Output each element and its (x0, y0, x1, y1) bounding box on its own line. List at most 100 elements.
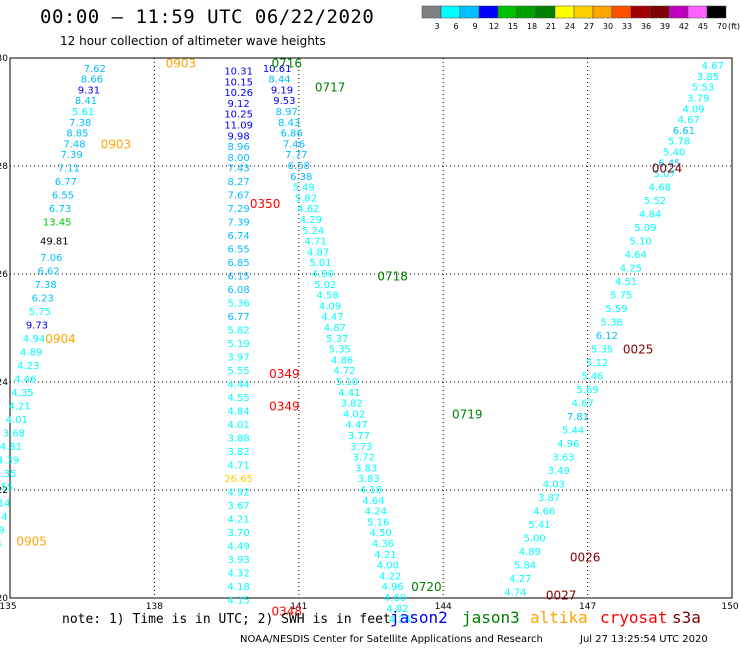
wave-height-value: 5.75 (610, 291, 632, 302)
wave-height-value: 3.14 (0, 499, 11, 510)
wave-height-value: 5.52 (644, 196, 666, 207)
pass-time-label: 0349 (269, 399, 300, 413)
x-tick-label: 135 (0, 602, 17, 612)
wave-height-value: 3.73 (350, 442, 372, 453)
wave-height-value: 4.84 (639, 210, 661, 221)
wave-height-value: 4.49 (228, 542, 250, 553)
wave-height-value: 6.73 (49, 204, 71, 215)
wave-height-value: 4.35 (0, 469, 16, 480)
wave-height-value: 4.89 (20, 347, 42, 358)
wave-height-value: 8.96 (228, 142, 250, 153)
wave-height-value: 6.38 (290, 172, 312, 183)
wave-height-value: 4.29 (300, 215, 322, 226)
pass-time-label: 0717 (315, 81, 346, 95)
colorbar-swatch (573, 5, 594, 19)
wave-height-value: 10.31 (224, 67, 253, 78)
wave-height-value: 8.41 (75, 96, 97, 107)
wave-height-value: 7.62 (84, 64, 106, 75)
colorbar-swatch (592, 5, 613, 19)
wave-height-value: 5.61 (72, 107, 94, 118)
y-tick-label: 22 (0, 486, 8, 496)
pass-time-label: 0718 (377, 270, 408, 284)
wave-height-value: 5.44 (562, 426, 584, 437)
wave-height-value: 3.77 (348, 431, 370, 442)
wave-height-value: 10.15 (224, 77, 253, 88)
wave-height-value: 6.77 (228, 312, 250, 323)
wave-height-value: 7.39 (228, 218, 250, 229)
wave-height-value: 4.25 (620, 264, 642, 275)
colorbar-swatch (668, 5, 689, 19)
colorbar-tick-label: 33 (622, 22, 632, 31)
wave-height-value: 3.67 (228, 501, 250, 512)
wave-height-value: 3.72 (353, 453, 375, 464)
wave-height-value: 5.46 (581, 372, 603, 383)
legend-jason3: jason3 (462, 608, 520, 627)
colorbar-swatch (478, 5, 499, 19)
colorbar-tick-label: 42 (679, 22, 689, 31)
wave-height-value: 4.47 (345, 420, 367, 431)
wave-height-value: 5.82 (228, 326, 250, 337)
x-tick-label: 147 (579, 602, 596, 612)
wave-height-value: 5.24 (302, 226, 324, 237)
colorbar-swatch (440, 5, 461, 19)
wave-height-value: 4.74 (504, 588, 526, 599)
wave-height-value: 4.32 (228, 569, 250, 580)
wave-height-value: 9.12 (228, 99, 250, 110)
colorbar-swatch (497, 5, 518, 19)
wave-height-value: 10.25 (224, 110, 253, 121)
wave-height-value: 4.44 (228, 380, 250, 391)
wave-height-value: 5.00 (524, 534, 546, 545)
wave-height-value: 4.35 (11, 388, 33, 399)
colorbar-swatch (554, 5, 575, 19)
wave-height-value: 9.98 (228, 131, 250, 142)
colorbar-swatch (687, 5, 708, 19)
pass-time-label: 0025 (623, 343, 654, 357)
wave-height-value: 4.47 (321, 312, 343, 323)
x-tick-label: 141 (290, 602, 307, 612)
wave-height-value: 5.41 (528, 520, 550, 531)
wave-height-value: 6.77 (55, 177, 77, 188)
wave-height-value: 4.81 (0, 442, 22, 453)
wave-height-value: 4.72 (333, 366, 355, 377)
wave-height-value: 4.18 (360, 485, 382, 496)
wave-height-value: 3.93 (228, 555, 250, 566)
wave-height-value: 6.74 (228, 231, 250, 242)
wave-height-value: 5.78 (668, 137, 690, 148)
wave-height-value: 5.35 (329, 345, 351, 356)
wave-height-value: 7.43 (228, 164, 250, 175)
wave-height-value: 3.70 (228, 528, 250, 539)
wave-height-value: 8.97 (276, 107, 298, 118)
legend-cryosat: cryosat (600, 608, 668, 627)
wave-height-value: 7.48 (63, 139, 85, 150)
wave-height-value: 8.85 (66, 129, 88, 140)
colorbar-tick-label: 21 (546, 22, 556, 31)
wave-height-value: 4.92 (228, 488, 250, 499)
wave-height-value: 4.03 (543, 480, 565, 491)
wave-height-value: 4.84 (228, 407, 250, 418)
wave-height-value: 4.09 (319, 301, 341, 312)
wave-height-value: 5.69 (576, 385, 598, 396)
wave-height-value: 7.67 (228, 191, 250, 202)
wave-height-value: 4.50 (369, 528, 391, 539)
wave-height-value: 3.29 (0, 526, 5, 537)
wave-height-value: 4.96 (557, 439, 579, 450)
colorbar-tick-label: 45 (698, 22, 708, 31)
wave-height-value: 5.16 (367, 517, 389, 528)
wave-height-value: 4.21 (374, 550, 396, 561)
wave-height-value: 8.44 (268, 75, 290, 86)
wave-height-value: 9.31 (78, 85, 100, 96)
wave-height-value: 26.65 (224, 474, 253, 485)
wave-height-value: 4.09 (682, 104, 704, 115)
wave-height-value: 6.86 (280, 129, 302, 140)
wave-height-value: 3.68 (3, 428, 25, 439)
wave-height-value: 4.15 (228, 596, 250, 607)
wave-height-value: 5.35 (591, 345, 613, 356)
wave-height-value: 4.01 (228, 420, 250, 431)
y-tick-label: 24 (0, 378, 8, 388)
wave-height-value: 7.06 (40, 253, 62, 264)
wave-height-value: 5.53 (692, 83, 714, 94)
wave-height-value: 7.38 (34, 280, 56, 291)
plot-frame (9, 57, 733, 599)
wave-height-value: 3.79 (687, 94, 709, 105)
